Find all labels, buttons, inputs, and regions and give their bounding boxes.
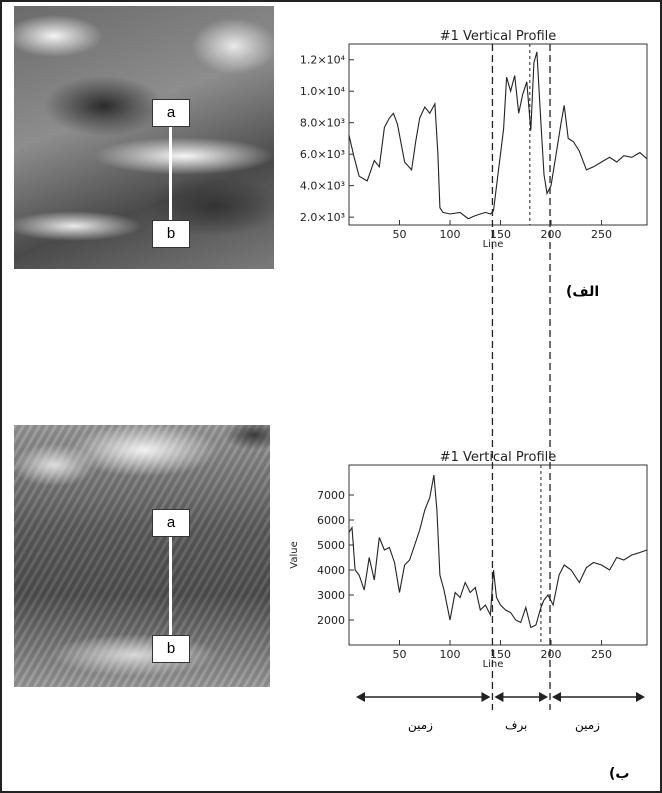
- region-arrow-right-head-left: [552, 692, 562, 702]
- marker-b-bottom: b: [152, 635, 190, 663]
- x-tick-label-0-2: 150: [490, 228, 511, 241]
- x-tick-label-1-4: 250: [591, 648, 612, 661]
- y-tick-label-0-4: 1.0×10⁴: [300, 85, 346, 98]
- region-label-right: زمین: [575, 718, 600, 732]
- y-tick-label-0-2: 6.0×10³: [300, 148, 345, 161]
- region-arrow-middle-head-left: [494, 692, 504, 702]
- x-tick-label-1-2: 150: [490, 648, 511, 661]
- x-tick-label-1-0: 50: [393, 648, 407, 661]
- region-label-left: زمین: [408, 718, 433, 732]
- y-tick-label-1-1: 3000: [317, 589, 345, 602]
- y-tick-label-1-2: 4000: [317, 564, 345, 577]
- chart-title-0: #1 Vertical Profile: [440, 29, 557, 44]
- region-label-middle: برف: [505, 718, 528, 732]
- y-tick-label-0-0: 2.0×10³: [300, 211, 345, 224]
- region-arrow-left-head-right: [481, 692, 491, 702]
- x-tick-label-0-1: 100: [440, 228, 461, 241]
- plot-frame-1: [348, 464, 648, 646]
- marker-a-bottom: a: [152, 509, 190, 537]
- y-tick-label-1-3: 5000: [317, 539, 345, 552]
- x-tick-label-1-1: 100: [440, 648, 461, 661]
- region-arrow-right-head-right: [636, 692, 645, 702]
- region-arrow-left-head-left: [356, 692, 365, 702]
- y-tick-label-0-3: 8.0×10³: [300, 117, 345, 130]
- transect-line-top: [169, 122, 172, 222]
- y-tick-label-1-0: 2000: [317, 614, 345, 627]
- x-tick-label-0-4: 250: [591, 228, 612, 241]
- x-tick-label-0-3: 200: [541, 228, 562, 241]
- profile-line-1: [348, 474, 648, 629]
- marker-b-top: b: [152, 220, 190, 248]
- chart-title-1: #1 Vertical Profile: [440, 450, 557, 465]
- transect-line-bottom: [169, 535, 172, 635]
- x-tick-label-1-3: 200: [541, 648, 562, 661]
- y-axis-label-1: Value: [289, 541, 300, 568]
- panel-label-top: الف): [566, 284, 600, 300]
- y-tick-label-0-1: 4.0×10³: [300, 180, 345, 193]
- plot-frame-0: [348, 43, 648, 226]
- y-tick-label-1-4: 6000: [317, 514, 345, 527]
- satellite-image-bottom: [14, 425, 270, 687]
- y-tick-label-0-5: 1.2×10⁴: [300, 54, 346, 67]
- satellite-image-top: [14, 6, 274, 269]
- marker-a-top: a: [152, 99, 190, 127]
- region-arrow-middle-head-right: [539, 692, 549, 702]
- x-tick-label-0-0: 50: [393, 228, 407, 241]
- y-tick-label-1-5: 7000: [317, 489, 345, 502]
- panel-label-bottom: ب): [609, 766, 630, 782]
- profile-line-0: [348, 51, 648, 220]
